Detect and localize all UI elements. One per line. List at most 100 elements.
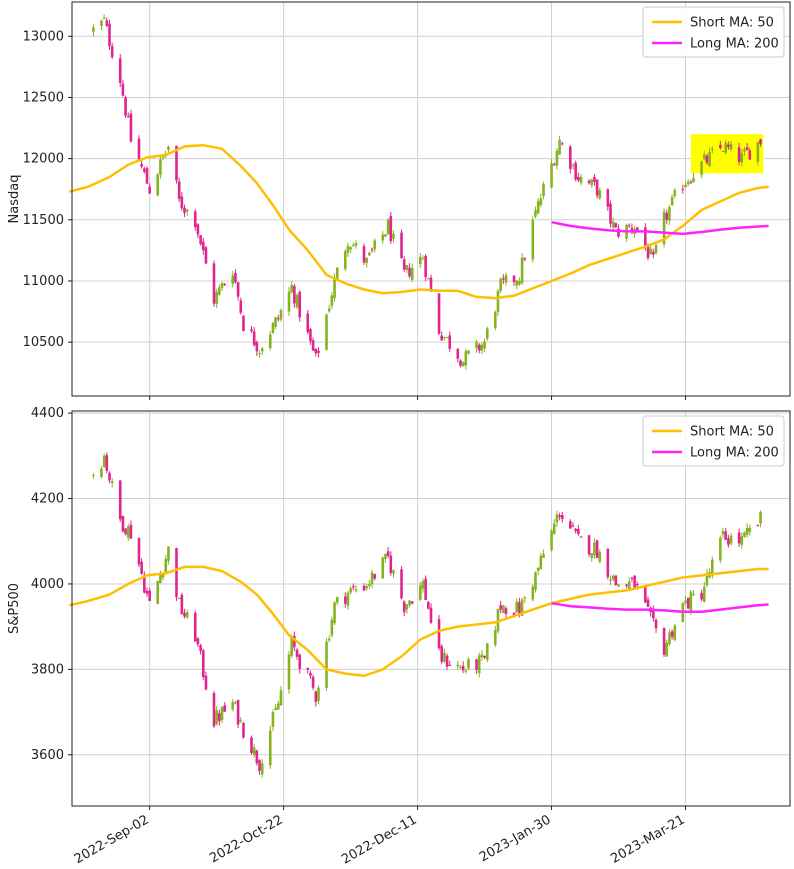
candle-up (274, 317, 277, 327)
candle-up (598, 552, 602, 562)
candle-down (177, 181, 181, 199)
candle-up (126, 526, 130, 538)
candle-up (156, 174, 160, 196)
candle-up (480, 654, 484, 658)
candle-down (654, 619, 658, 629)
candle-up (711, 559, 714, 576)
candle-up (692, 177, 695, 183)
candle-up (290, 636, 293, 656)
candle-down (646, 245, 650, 258)
candle-down (681, 188, 685, 190)
candle-up (668, 632, 671, 645)
candle-down (700, 592, 703, 600)
candle-down (445, 655, 449, 667)
candle-up (539, 198, 543, 205)
candle-up (443, 652, 446, 662)
candle-up (161, 574, 165, 578)
candle-up (279, 310, 283, 320)
candle-down (250, 329, 253, 332)
candle-down (427, 602, 430, 609)
candle-up (721, 151, 725, 153)
candle-down (745, 147, 749, 151)
candle-down (118, 480, 122, 520)
candle-down (314, 691, 318, 702)
candle-down (499, 605, 502, 610)
candle-down (448, 664, 452, 666)
candle-up (692, 593, 695, 596)
candle-up (185, 209, 189, 212)
candle-up (480, 344, 484, 351)
candle-down (437, 619, 441, 649)
candle-up (333, 602, 336, 624)
candle-down (595, 179, 599, 196)
candle-up (531, 586, 535, 600)
short-ma-line (69, 565, 769, 678)
candle-up (159, 159, 162, 175)
candle-up (515, 601, 519, 613)
candle-down (204, 247, 208, 264)
candle-down (670, 631, 674, 637)
candle-down (560, 514, 564, 520)
candle-down (306, 667, 310, 670)
candle-up (531, 220, 535, 260)
candle-down (148, 590, 151, 601)
candle-up (724, 142, 728, 153)
candle-up (349, 247, 352, 250)
candle-up (271, 712, 275, 727)
candle-up (427, 278, 430, 280)
y-tick-label: 11500 (23, 213, 64, 228)
candle-up (590, 179, 594, 186)
candle-down (250, 737, 253, 754)
legend-label-short-ma: Short MA: 50 (690, 16, 774, 31)
candle-down (574, 528, 577, 532)
candle-up (92, 27, 95, 32)
candle-up (627, 581, 631, 589)
candle-down (456, 349, 460, 359)
plot-frame (71, 410, 791, 807)
candle-up (555, 514, 559, 523)
x-axis: 2022-Sep-02 2022-Oct-22 2022-Dec-11 2023-Ja… (72, 812, 688, 867)
candle-down (143, 575, 146, 593)
candle-up (370, 572, 374, 585)
candle-down (293, 636, 296, 648)
candle-down (577, 528, 580, 534)
y-tick-label: 4400 (31, 406, 64, 421)
candle-down (239, 300, 243, 313)
candle-up (542, 183, 545, 196)
candle-down (258, 760, 261, 771)
candle-up (590, 553, 594, 559)
candle-down (234, 272, 237, 283)
candle-down (523, 258, 527, 260)
candle-down (440, 335, 444, 341)
candle-down (477, 344, 481, 351)
candle-down (595, 540, 599, 558)
candle-up (719, 537, 722, 561)
candle-down (124, 97, 127, 116)
candle-up (384, 553, 387, 559)
candle-down (652, 251, 655, 255)
candle-up (740, 536, 744, 546)
candle-up (759, 511, 762, 524)
candle-down (145, 590, 149, 594)
candle-down (389, 555, 393, 573)
candle-down (633, 575, 636, 588)
candle-up (483, 341, 486, 349)
candle-down (386, 551, 390, 556)
candle-up (550, 163, 553, 188)
candle-up (740, 153, 744, 163)
candle-down (504, 608, 508, 614)
candle-down (727, 538, 730, 545)
legend-label-short-ma: Short MA: 50 (690, 425, 774, 440)
candle-down (577, 176, 580, 181)
sp500-panel: 3600 3800 4000 4200 4400 S&P500 Short MA: 50 Lo… (7, 406, 791, 810)
candle-up (467, 659, 470, 669)
candle-up (485, 643, 489, 660)
candle-up (523, 597, 527, 599)
candle-down (343, 596, 347, 604)
candle-down (204, 675, 208, 690)
candle-down (137, 537, 141, 565)
candle-up (705, 573, 709, 586)
candle-up (327, 638, 331, 641)
x-tick-label: 2022-Oct-22 (207, 812, 285, 866)
candle-down (298, 654, 302, 669)
